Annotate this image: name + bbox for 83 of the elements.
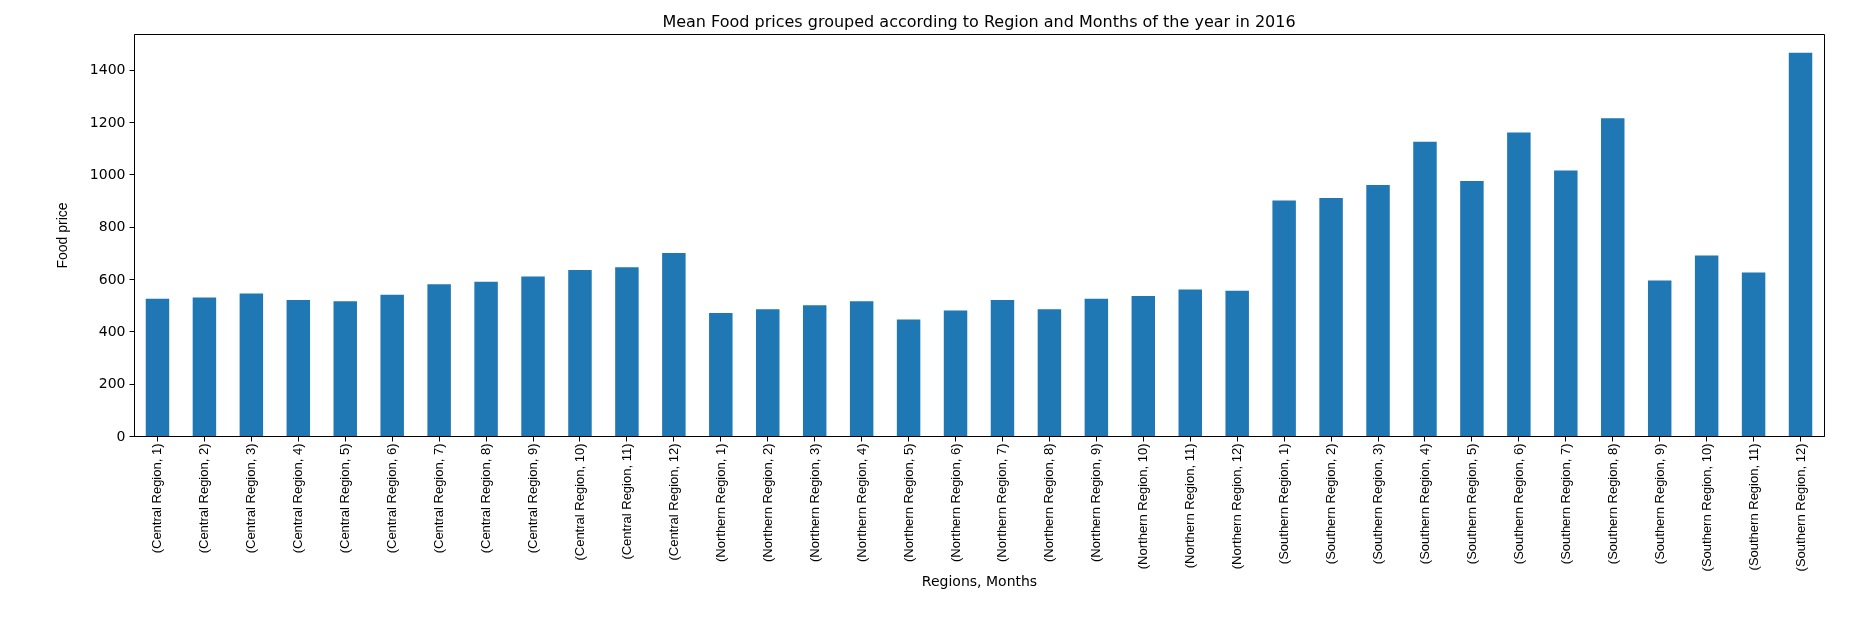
x-tick-label: (Northern Region, 12)	[1229, 443, 1245, 570]
bar	[1366, 184, 1390, 436]
y-tick-label: 400	[98, 322, 126, 339]
y-tick-label: 1400	[89, 61, 126, 78]
bar	[1741, 272, 1766, 436]
x-tick-label: (Southern Region, 12)	[1792, 443, 1808, 572]
x-tick-label: (Central Region, 2)	[196, 443, 212, 554]
x-tick-label: (Southern Region, 7)	[1557, 443, 1573, 565]
bar	[756, 309, 780, 436]
x-tick-label: (Central Region, 7)	[431, 443, 447, 554]
bar	[990, 299, 1015, 436]
bar	[1788, 52, 1813, 436]
x-axis-title: Regions, Months	[921, 573, 1038, 590]
x-tick-label: (Southern Region, 10)	[1698, 443, 1714, 572]
bar	[943, 310, 968, 436]
x-tick-label: (Central Region, 3)	[243, 443, 259, 554]
x-tick-label: (Southern Region, 4)	[1416, 443, 1432, 565]
bar	[474, 281, 498, 436]
bar	[1694, 255, 1719, 436]
x-tick-label: (Central Region, 6)	[384, 443, 400, 554]
x-tick-label: (Southern Region, 3)	[1370, 443, 1386, 565]
x-tick-label: (Central Region, 8)	[478, 443, 494, 554]
x-tick-label: (Northern Region, 11)	[1182, 443, 1198, 569]
bar	[1507, 132, 1531, 436]
x-tick-label: (Southern Region, 2)	[1323, 443, 1339, 565]
bar	[568, 269, 592, 436]
bar	[709, 313, 733, 436]
x-tick-label: (Central Region, 10)	[571, 443, 587, 561]
x-tick-label: (Central Region, 12)	[665, 443, 681, 561]
bar	[1413, 141, 1437, 436]
bar	[849, 301, 874, 436]
bar	[145, 298, 170, 436]
x-tick-label: (Northern Region, 6)	[947, 443, 963, 562]
bar	[521, 276, 545, 436]
bar	[192, 297, 217, 436]
x-tick-label: (Central Region, 11)	[618, 443, 634, 560]
bar	[1225, 290, 1249, 436]
x-tick-label: (Northern Region, 9)	[1088, 443, 1104, 562]
bar	[1084, 298, 1109, 436]
bar	[380, 294, 404, 436]
bar	[333, 301, 357, 436]
y-tick-label: 1200	[89, 113, 126, 130]
y-axis-title: Food price	[53, 202, 70, 269]
x-tick-label: (Central Region, 9)	[525, 443, 541, 554]
x-tick-label: (Central Region, 4)	[290, 443, 306, 554]
x-tick-label: (Southern Region, 6)	[1510, 443, 1526, 565]
bar	[662, 252, 686, 436]
x-tick-label: (Northern Region, 3)	[806, 443, 822, 562]
bar	[1601, 118, 1625, 436]
x-tick-label: (Central Region, 5)	[337, 443, 353, 554]
bar	[896, 319, 921, 436]
y-tick-label: 1000	[89, 165, 126, 182]
chart-title: Mean Food prices grouped according to Region and Months of the year in 2016	[662, 12, 1296, 31]
x-tick-label: (Northern Region, 7)	[994, 443, 1010, 562]
x-tick-label: (Northern Region, 1)	[712, 443, 728, 562]
y-tick-label: 600	[98, 270, 126, 287]
bar	[239, 293, 264, 436]
x-tick-label: (Northern Region, 5)	[900, 443, 916, 562]
y-tick-label: 0	[116, 427, 126, 444]
x-tick-label: (Southern Region, 5)	[1463, 443, 1479, 565]
bar	[802, 305, 827, 436]
x-tick-label: (Northern Region, 4)	[853, 443, 869, 562]
x-tick-label: (Southern Region, 1)	[1276, 443, 1292, 565]
bar	[1272, 200, 1296, 436]
bar	[286, 299, 311, 436]
bar	[1319, 197, 1343, 436]
bar	[427, 284, 451, 436]
x-tick-label: (Northern Region, 2)	[759, 443, 775, 562]
x-tick-label: (Southern Region, 11)	[1745, 443, 1761, 571]
x-tick-label: (Northern Region, 10)	[1135, 443, 1151, 570]
bar	[615, 267, 639, 436]
bar	[1131, 296, 1156, 436]
bar	[1647, 280, 1672, 436]
x-tick-label: (Northern Region, 8)	[1041, 443, 1057, 562]
x-tick-label: (Southern Region, 8)	[1604, 443, 1620, 565]
bar	[1554, 170, 1578, 436]
bar	[1037, 309, 1062, 436]
x-tick-label: (Central Region, 1)	[149, 443, 165, 554]
y-tick-label: 800	[98, 218, 126, 235]
x-tick-label: (Southern Region, 9)	[1651, 443, 1667, 565]
y-tick-label: 200	[98, 375, 126, 392]
bar	[1178, 289, 1202, 436]
bar	[1460, 180, 1484, 436]
